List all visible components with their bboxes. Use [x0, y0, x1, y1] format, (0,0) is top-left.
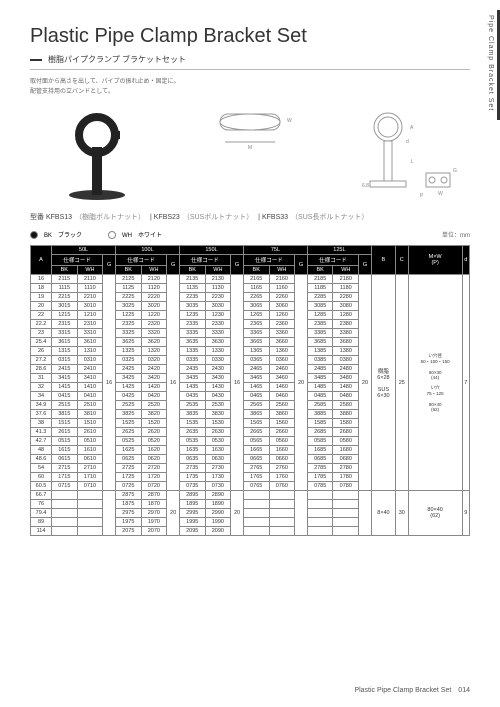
tech-drawing-side: A L W G P 6.8 d — [348, 107, 458, 202]
svg-text:W: W — [287, 118, 292, 124]
th-code-4: 仕様コード — [307, 255, 358, 266]
desc-line1: 取付面から高さを出して、パイプの振れ止め・固定に。 — [30, 78, 470, 88]
svg-text:G: G — [453, 168, 457, 174]
spec-table: A 50L 100L 150L 75L 125L B C M×W (P) d 仕… — [30, 245, 470, 536]
description: 取付面から高さを出して、パイプの振れ止め・固定に。 配管支持用の立バンドとして。 — [30, 78, 470, 97]
th-A: A — [31, 246, 52, 275]
th-size-4: 125L — [307, 246, 371, 255]
th-C: C — [395, 246, 408, 275]
model-label: 型番 — [30, 214, 44, 221]
th-size-3: 75L — [243, 246, 307, 255]
th-BK-1: BK — [116, 266, 142, 275]
desc-line2: 配管支持用の立バンドとして。 — [30, 88, 470, 98]
subtitle-bar — [30, 59, 42, 61]
th-BK-2: BK — [179, 266, 205, 275]
model2: KFBS23 — [154, 214, 180, 221]
th-code-0: 仕様コード — [52, 255, 103, 266]
svg-text:W: W — [438, 191, 443, 197]
svg-text:6.8: 6.8 — [362, 183, 369, 189]
table-head: A 50L 100L 150L 75L 125L B C M×W (P) d 仕… — [31, 246, 470, 275]
th-size-1: 100L — [116, 246, 180, 255]
th-G-3: G — [295, 255, 308, 275]
th-BK-4: BK — [307, 266, 333, 275]
svg-text:A: A — [410, 125, 414, 131]
th-code-1: 仕様コード — [116, 255, 167, 266]
th-WH-1: WH — [141, 266, 167, 275]
th-G-4: G — [359, 255, 372, 275]
swatch-black — [30, 231, 38, 239]
bk-label: BK ブラック — [44, 230, 82, 239]
swatch-white — [108, 231, 116, 239]
model3: KFBS33 — [262, 214, 288, 221]
th-G-0: G — [103, 255, 116, 275]
th-WH-2: WH — [205, 266, 231, 275]
page-title: Plastic Pipe Clamp Bracket Set — [30, 25, 470, 48]
svg-text:P: P — [420, 193, 424, 199]
unit-label: 単位：mm — [442, 230, 470, 239]
model2-note: （SUSボルトナット） — [183, 214, 253, 221]
model1-note: （樹脂ボルトナット） — [75, 214, 145, 221]
th-G-2: G — [231, 255, 244, 275]
model1: KFBS13 — [46, 214, 72, 221]
th-B: B — [371, 246, 395, 275]
tech-drawing-front: M W — [195, 107, 305, 202]
color-row: BK ブラック WH ホワイト 単位：mm — [30, 230, 470, 239]
model3-note: （SUS長ボルトナット） — [291, 214, 368, 221]
th-size-2: 150L — [179, 246, 243, 255]
subtitle: 樹脂パイプクランプ ブラケットセット — [48, 54, 186, 65]
table-row: 1621152110162125212016213521301621652160… — [31, 275, 470, 284]
th-code-2: 仕様コード — [179, 255, 230, 266]
th-size-0: 50L — [52, 246, 116, 255]
svg-text:d: d — [406, 139, 409, 145]
wh-label: WH ホワイト — [122, 230, 162, 239]
th-d: d — [462, 246, 469, 275]
table-body: 1621152110162125212016213521301621652160… — [31, 275, 470, 536]
th-WH-3: WH — [269, 266, 295, 275]
th-BK-0: BK — [52, 266, 78, 275]
th-MW: M×W (P) — [408, 246, 462, 275]
th-G-1: G — [167, 255, 180, 275]
th-WH-4: WH — [333, 266, 359, 275]
th-code-3: 仕様コード — [243, 255, 294, 266]
subtitle-row: 樹脂パイプクランプ ブラケットセット — [30, 54, 470, 65]
table-row: 66.7287528702028952890208×403080×40 (62)… — [31, 491, 470, 500]
product-photo — [42, 107, 152, 202]
th-BK-3: BK — [243, 266, 269, 275]
svg-text:L: L — [411, 159, 414, 165]
svg-text:M: M — [248, 145, 252, 151]
figure-row: M W A L W G P 6.8 d — [30, 107, 470, 202]
side-label: Pipe Clamp Bracket Set — [487, 15, 494, 111]
footer: Plastic Pipe Clamp Bracket Set 014 — [354, 685, 470, 695]
th-WH-0: WH — [77, 266, 103, 275]
divider — [30, 69, 470, 70]
model-row: 型番 KFBS13（樹脂ボルトナット） | KFBS23（SUSボルトナット） … — [30, 212, 470, 222]
